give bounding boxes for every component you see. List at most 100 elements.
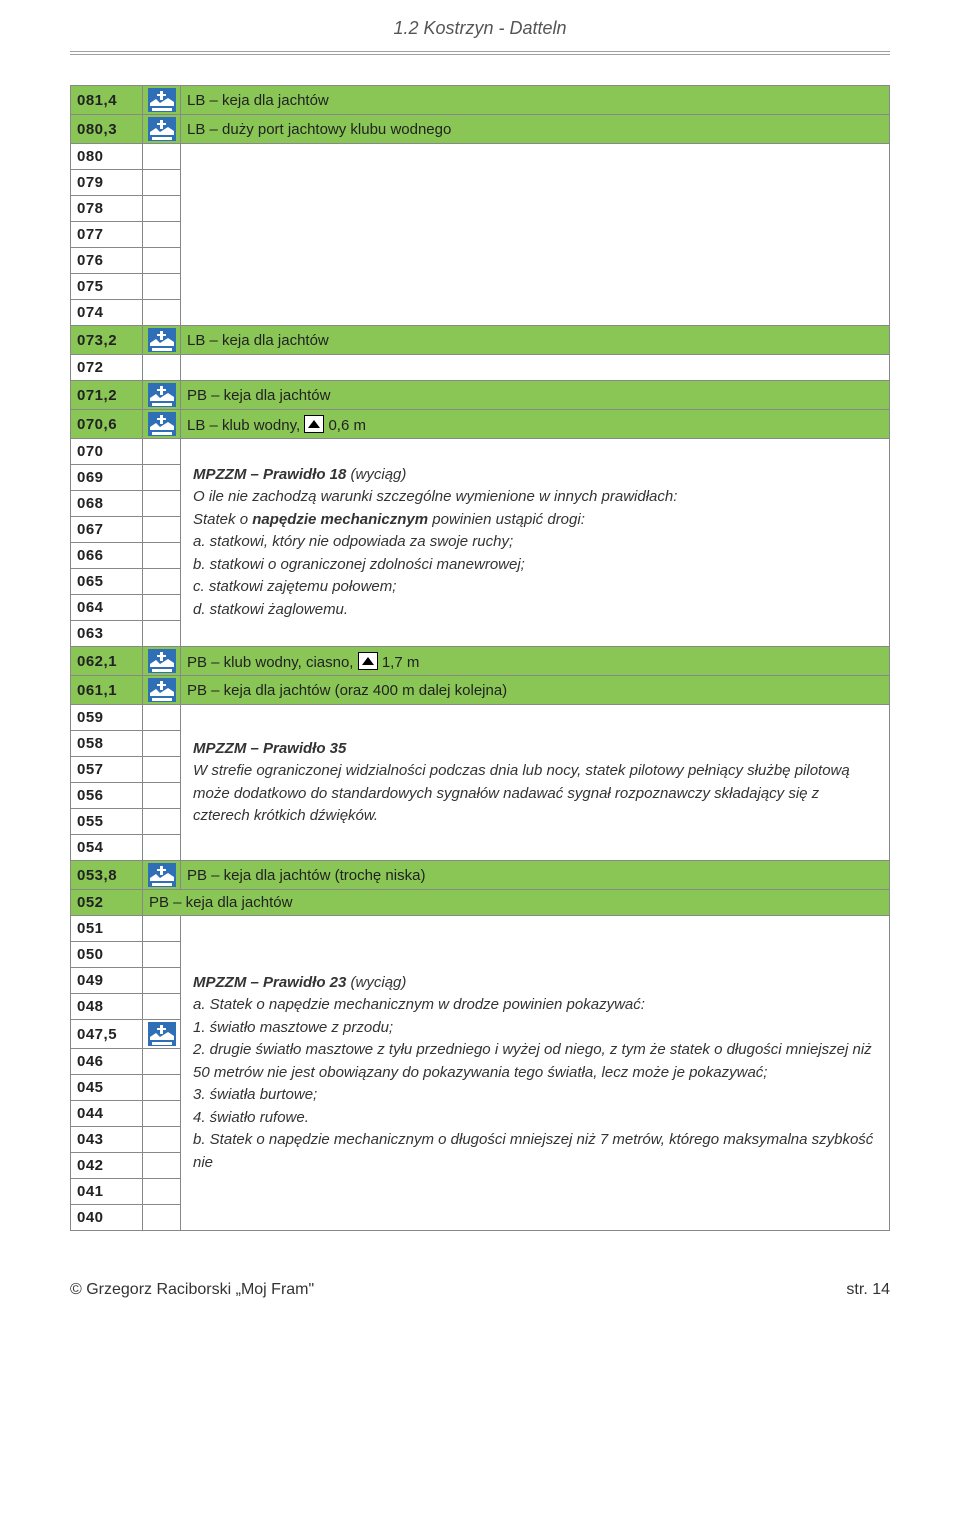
table-row: 072 <box>71 355 890 381</box>
km-cell: 049 <box>71 968 143 994</box>
table-row: 071,2 PB – keja dla jachtów <box>71 381 890 410</box>
waypoint-table: 081,4 LB – keja dla jachtów080,3 LB – du… <box>70 85 890 1231</box>
km-cell: 070,6 <box>71 410 143 439</box>
icon-cell <box>143 676 181 705</box>
km-cell: 050 <box>71 942 143 968</box>
icon-cell <box>143 248 181 274</box>
berth-icon <box>148 383 176 407</box>
icon-cell <box>143 835 181 861</box>
rule-note: MPZZM – Prawidło 23 (wyciąg)a. Statek o … <box>181 916 890 1231</box>
km-cell: 079 <box>71 170 143 196</box>
icon-cell <box>143 647 181 676</box>
table-row: 070MPZZM – Prawidło 18 (wyciąg)O ile nie… <box>71 439 890 465</box>
icon-cell <box>143 783 181 809</box>
desc-cell: PB – klub wodny, ciasno, 1,7 m <box>181 647 890 676</box>
km-cell: 076 <box>71 248 143 274</box>
icon-cell <box>143 1049 181 1075</box>
table-row: 051MPZZM – Prawidło 23 (wyciąg)a. Statek… <box>71 916 890 942</box>
km-cell: 081,4 <box>71 86 143 115</box>
table-row: 061,1 PB – keja dla jachtów (oraz 400 m … <box>71 676 890 705</box>
berth-icon <box>148 649 176 673</box>
icon-cell <box>143 1075 181 1101</box>
icon-cell <box>143 439 181 465</box>
berth-icon <box>148 117 176 141</box>
table-row: 080,3 LB – duży port jachtowy klubu wodn… <box>71 115 890 144</box>
icon-cell <box>143 491 181 517</box>
icon-cell <box>143 196 181 222</box>
footer-page: str. 14 <box>846 1281 890 1299</box>
table-row: 053,8 PB – keja dla jachtów (trochę nisk… <box>71 861 890 890</box>
km-cell: 075 <box>71 274 143 300</box>
footer-author: © Grzegorz Raciborski „Moj Fram" <box>70 1281 314 1299</box>
km-cell: 040 <box>71 1205 143 1231</box>
km-cell: 041 <box>71 1179 143 1205</box>
icon-cell <box>143 274 181 300</box>
icon-cell <box>143 1153 181 1179</box>
berth-icon <box>148 328 176 352</box>
km-cell: 077 <box>71 222 143 248</box>
km-cell: 069 <box>71 465 143 491</box>
icon-cell <box>143 115 181 144</box>
km-cell: 044 <box>71 1101 143 1127</box>
depth-icon <box>358 652 378 670</box>
icon-cell <box>143 994 181 1020</box>
table-row: 081,4 LB – keja dla jachtów <box>71 86 890 115</box>
km-cell: 058 <box>71 731 143 757</box>
km-cell: 080 <box>71 144 143 170</box>
km-cell: 048 <box>71 994 143 1020</box>
berth-icon <box>148 863 176 887</box>
table-row: 059MPZZM – Prawidło 35W strefie ogranicz… <box>71 705 890 731</box>
icon-cell <box>143 705 181 731</box>
km-cell: 057 <box>71 757 143 783</box>
km-cell: 055 <box>71 809 143 835</box>
km-cell: 080,3 <box>71 115 143 144</box>
desc-cell <box>181 355 890 381</box>
icon-cell <box>143 621 181 647</box>
km-cell: 047,5 <box>71 1020 143 1049</box>
km-cell: 071,2 <box>71 381 143 410</box>
km-cell: 063 <box>71 621 143 647</box>
berth-icon <box>148 88 176 112</box>
km-cell: 053,8 <box>71 861 143 890</box>
page-title: 1.2 Kostrzyn - Datteln <box>70 18 890 41</box>
km-cell: 068 <box>71 491 143 517</box>
icon-cell <box>143 968 181 994</box>
km-cell: 061,1 <box>71 676 143 705</box>
km-cell: 054 <box>71 835 143 861</box>
icon-cell <box>143 1101 181 1127</box>
icon-cell <box>143 86 181 115</box>
icon-cell <box>143 942 181 968</box>
desc-cell: LB – keja dla jachtów <box>181 86 890 115</box>
icon-cell <box>143 731 181 757</box>
km-cell: 043 <box>71 1127 143 1153</box>
km-cell: 072 <box>71 355 143 381</box>
icon-cell <box>143 1020 181 1049</box>
rule-note: MPZZM – Prawidło 18 (wyciąg)O ile nie za… <box>181 439 890 647</box>
km-cell: 067 <box>71 517 143 543</box>
km-cell: 056 <box>71 783 143 809</box>
icon-cell <box>143 410 181 439</box>
title-divider <box>70 51 890 55</box>
desc-cell: PB – keja dla jachtów (trochę niska) <box>181 861 890 890</box>
km-cell: 059 <box>71 705 143 731</box>
table-row: 080 <box>71 144 890 170</box>
icon-cell <box>143 222 181 248</box>
icon-cell <box>143 300 181 326</box>
icon-cell <box>143 1205 181 1231</box>
km-cell: 064 <box>71 595 143 621</box>
berth-icon <box>148 1022 176 1046</box>
km-cell: 066 <box>71 543 143 569</box>
km-cell: 051 <box>71 916 143 942</box>
icon-cell <box>143 757 181 783</box>
icon-cell <box>143 517 181 543</box>
km-cell: 065 <box>71 569 143 595</box>
page-footer: © Grzegorz Raciborski „Moj Fram" str. 14 <box>70 1281 890 1299</box>
table-row: 052PB – keja dla jachtów <box>71 890 890 916</box>
icon-cell <box>143 326 181 355</box>
km-cell: 070 <box>71 439 143 465</box>
km-cell: 046 <box>71 1049 143 1075</box>
icon-cell <box>143 144 181 170</box>
desc-cell: LB – klub wodny, 0,6 m <box>181 410 890 439</box>
km-cell: 074 <box>71 300 143 326</box>
table-row: 062,1 PB – klub wodny, ciasno, 1,7 m <box>71 647 890 676</box>
